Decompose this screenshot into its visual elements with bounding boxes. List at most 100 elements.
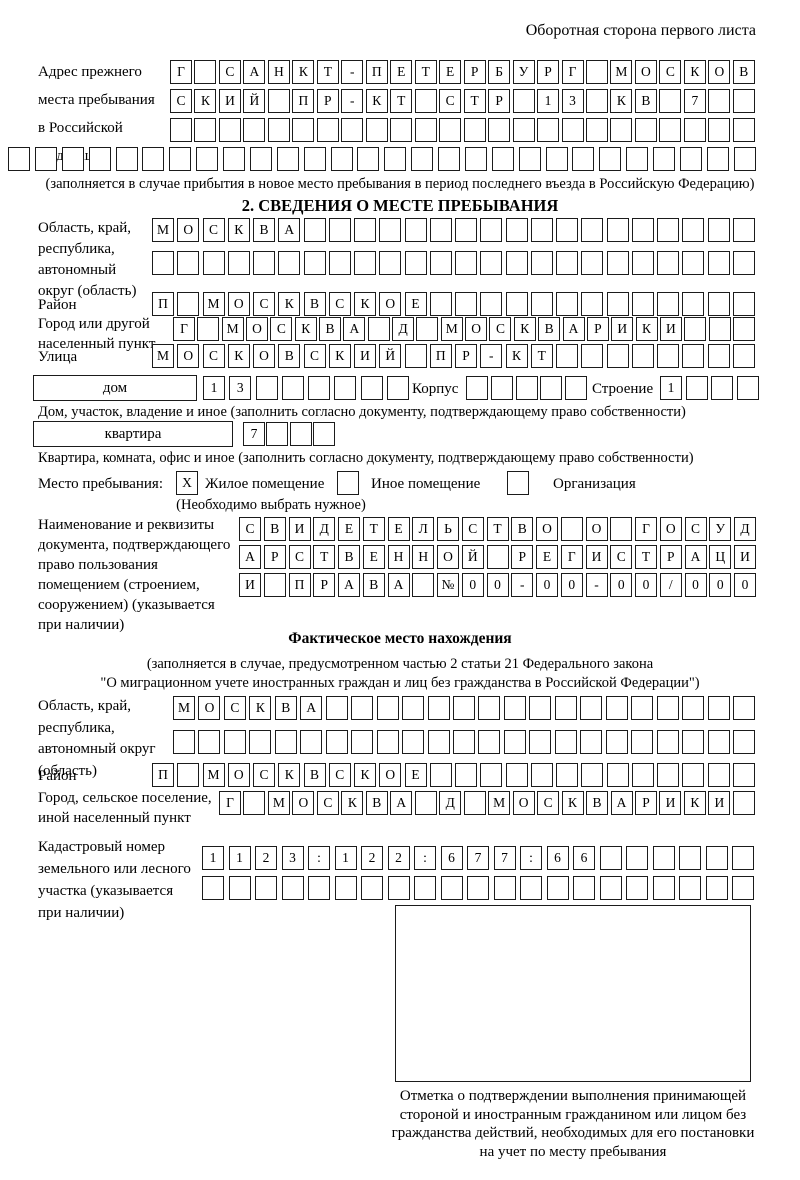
- text-line: Кадастровый номер: [38, 839, 165, 855]
- char-cell: 3: [561, 89, 584, 113]
- char-cell: [732, 730, 755, 754]
- char-cell: [429, 218, 452, 242]
- char-cell: [8, 147, 30, 171]
- char-cell: У: [709, 517, 732, 541]
- char-cell: [505, 218, 528, 242]
- char-cell: [427, 730, 450, 754]
- char-cell: Г: [173, 317, 195, 341]
- char-cell: [255, 876, 277, 900]
- char-cell: В: [274, 696, 297, 720]
- char-cell: Д: [392, 317, 415, 341]
- char-cell: [682, 763, 705, 787]
- char-cell: [267, 89, 290, 113]
- char-cell: [361, 876, 383, 900]
- char-cell: [733, 147, 756, 171]
- char-cell: [255, 376, 278, 400]
- char-cell: К: [635, 317, 658, 341]
- char-cell: [606, 251, 629, 275]
- char-cell: К: [227, 344, 250, 368]
- char-cell: В: [253, 218, 275, 242]
- char-cell: И: [288, 517, 311, 541]
- text-line: Область, край,: [38, 220, 132, 236]
- char-cell: [708, 118, 731, 142]
- char-cell: [581, 763, 604, 787]
- char-cell: 6: [546, 846, 569, 870]
- char-cell: [682, 696, 705, 720]
- char-cell: [278, 251, 301, 275]
- char-cell: В: [303, 292, 326, 316]
- char-cell: К: [294, 317, 317, 341]
- char-cell: В: [365, 791, 388, 815]
- prev-address-row-4: [8, 147, 756, 171]
- char-cell: [330, 147, 353, 171]
- char-cell: [606, 344, 629, 368]
- char-cell: М: [173, 696, 195, 720]
- char-cell: [732, 218, 755, 242]
- char-cell: [354, 218, 376, 242]
- house-widebox: дом: [33, 375, 197, 401]
- char-cell: [707, 763, 730, 787]
- text-line: Город, сельское поселение,: [38, 790, 212, 806]
- char-cell: [626, 147, 649, 171]
- char-cell: [379, 251, 402, 275]
- char-cell: /: [659, 573, 682, 597]
- char-cell: [365, 118, 388, 142]
- char-cell: В: [538, 317, 561, 341]
- char-cell: [585, 89, 608, 113]
- char-cell: [194, 118, 217, 142]
- char-cell: [197, 317, 220, 341]
- char-cell: [276, 147, 299, 171]
- char-cell: И: [659, 317, 682, 341]
- char-cell: [631, 763, 654, 787]
- char-cell: С: [684, 517, 707, 541]
- char-cell: [334, 376, 357, 400]
- char-cell: [732, 292, 755, 316]
- char-cell: [631, 292, 654, 316]
- char-cell: [732, 89, 755, 113]
- char-cell: 2: [361, 846, 383, 870]
- char-cell: Е: [338, 517, 360, 541]
- char-cell: -: [341, 89, 364, 113]
- char-cell: №: [437, 573, 459, 597]
- char-cell: К: [227, 218, 250, 242]
- char-cell: К: [354, 292, 376, 316]
- text-line: автономный округ: [38, 741, 156, 757]
- char-cell: Т: [390, 89, 413, 113]
- char-cell: [705, 876, 728, 900]
- char-cell: [657, 251, 679, 275]
- char-cell: М: [152, 218, 174, 242]
- char-cell: О: [465, 317, 488, 341]
- char-cell: О: [437, 545, 459, 569]
- char-cell: [682, 251, 705, 275]
- char-cell: [556, 763, 578, 787]
- char-cell: 0: [709, 573, 732, 597]
- char-cell: Т: [463, 89, 486, 113]
- char-cell: [439, 118, 462, 142]
- char-cell: [540, 376, 563, 400]
- char-cell: С: [537, 791, 560, 815]
- char-cell: [659, 118, 682, 142]
- char-cell: 1: [203, 376, 225, 400]
- char-cell: [605, 730, 628, 754]
- char-cell: В: [278, 344, 301, 368]
- char-cell: [376, 730, 399, 754]
- char-cell: [379, 218, 402, 242]
- char-cell: [402, 730, 425, 754]
- char-cell: М: [610, 60, 633, 84]
- char-cell: [325, 696, 348, 720]
- char-cell: А: [387, 573, 410, 597]
- char-cell: [537, 118, 560, 142]
- char-cell: 0: [461, 573, 484, 597]
- char-cell: 6: [573, 846, 595, 870]
- char-cell: [707, 292, 730, 316]
- char-cell: 2: [387, 846, 410, 870]
- char-cell: Й: [243, 89, 266, 113]
- text-line: Отметка о подтверждении выполнения прини…: [399, 1088, 747, 1104]
- char-cell: К: [513, 317, 536, 341]
- actual-location-title: Фактическое место нахождения: [288, 630, 512, 647]
- char-cell: Т: [530, 344, 553, 368]
- char-cell: 7: [243, 422, 265, 446]
- char-cell: [626, 846, 648, 870]
